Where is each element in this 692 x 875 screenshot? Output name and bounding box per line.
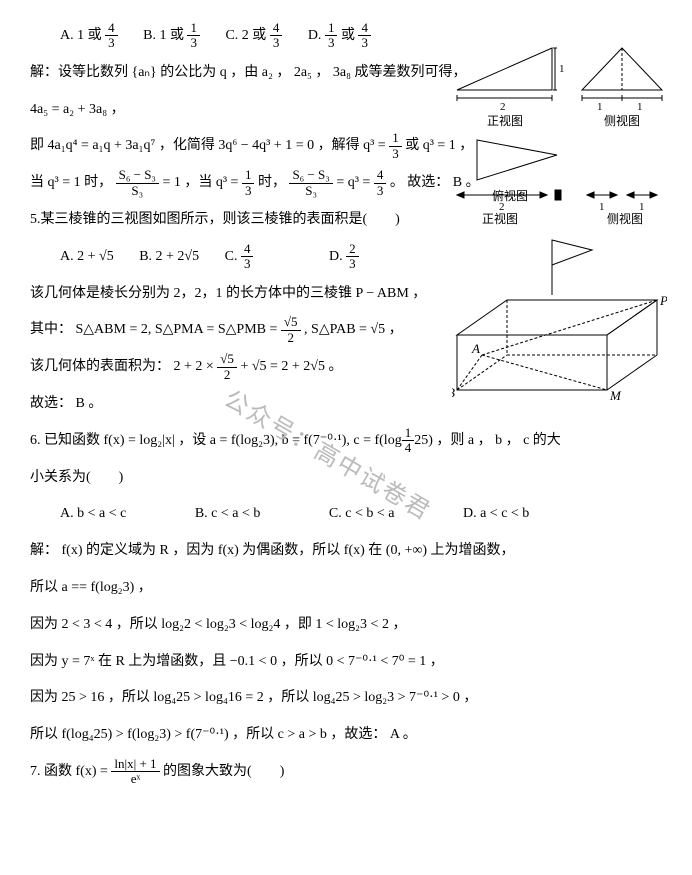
svg-text:1: 1 xyxy=(637,101,643,113)
svg-text:正视图: 正视图 xyxy=(482,211,518,226)
q6-sol-1: 解： f(x) 的定义域为 R ，因为 f(x) 为偶函数，所以 f(x) 在 … xyxy=(30,536,662,567)
q6-stem: 6. 已知函数 f(x) = log₂|x| ，设 a = f(log₂3), … xyxy=(30,426,662,457)
q7-stem: 7. 函数 f(x) = ln|x| + 1eˣ 的图象大致为( ) xyxy=(30,757,662,788)
q6-sol-5: 因为 25 > 16 ，所以 log₄25 > log₄16 = 2 ，所以 l… xyxy=(30,683,662,714)
svg-text:A: A xyxy=(471,341,480,356)
svg-text:1: 1 xyxy=(559,63,565,75)
svg-text:P: P xyxy=(659,293,667,308)
svg-text:正视图: 正视图 xyxy=(487,113,523,128)
q6-sol-2: 所以 a == f(log₂3) ， xyxy=(30,573,662,604)
q6-sol-3: 因为 2 < 3 < 4 ，所以 log₂2 < log₂3 < log₂4 ，… xyxy=(30,610,662,641)
q6-options: A. b < a < c B. c < a < b C. c < b < a D… xyxy=(60,499,662,530)
svg-text:侧视图: 侧视图 xyxy=(607,211,643,226)
svg-text:侧视图: 侧视图 xyxy=(604,113,640,128)
dim-bars-diagram: 2 正视图 1 1 侧视图 xyxy=(452,180,667,243)
svg-text:2: 2 xyxy=(500,101,506,113)
cuboid-diagram: P A B M xyxy=(452,235,667,418)
svg-text:1: 1 xyxy=(597,101,603,113)
svg-text:B: B xyxy=(452,385,455,400)
svg-text:M: M xyxy=(609,388,622,403)
q6-stem2: 小关系为( ) xyxy=(30,463,662,494)
svg-text:1: 1 xyxy=(599,201,605,213)
q6-sol-6: 所以 f(log₄25) > f(log₂3) > f(7⁻⁰·¹) ，所以 c… xyxy=(30,720,662,751)
q6-sol-4: 因为 y = 7ˣ 在 R 上为增函数，且 −0.1 < 0 ，所以 0 < 7… xyxy=(30,647,662,678)
